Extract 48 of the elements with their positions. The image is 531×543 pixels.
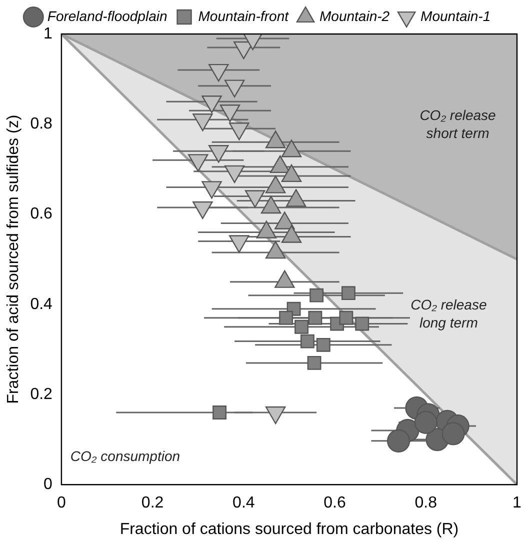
y-tick-label: 0.4 xyxy=(30,296,53,313)
annotation: CO₂ release short term xyxy=(420,107,496,142)
point xyxy=(208,64,229,82)
point xyxy=(341,286,356,300)
annotation: CO₂ consumption xyxy=(70,448,180,464)
point xyxy=(188,154,208,172)
y-axis-title: Fraction of acid sourced from sulfides (z) xyxy=(5,114,22,404)
x-tick-label: 0.2 xyxy=(141,494,164,512)
y-tick-label: 0.8 xyxy=(30,116,53,133)
point xyxy=(294,320,308,334)
annotation: CO₂ release long term xyxy=(410,296,487,330)
point xyxy=(224,165,245,184)
point xyxy=(442,422,465,446)
point xyxy=(414,410,438,434)
point xyxy=(310,288,324,302)
point xyxy=(308,310,322,325)
point xyxy=(386,429,410,452)
point xyxy=(192,201,213,220)
y-tick-label: 0 xyxy=(44,476,53,494)
legend-label: Foreland-floodplain xyxy=(47,8,168,24)
legend-label: Mountain-2 xyxy=(320,8,390,24)
point xyxy=(224,80,245,98)
point xyxy=(192,114,213,132)
x-axis-title: Fraction of cations sourced from carbonates (R) xyxy=(120,520,459,538)
point xyxy=(339,310,354,325)
point xyxy=(202,181,222,199)
legend-label: Mountain-1 xyxy=(420,8,491,24)
x-tick-label: 0.4 xyxy=(232,494,255,512)
point xyxy=(279,310,293,325)
point xyxy=(208,145,229,163)
point xyxy=(212,406,226,420)
x-tick-label: 0.8 xyxy=(414,494,438,512)
x-tick-label: 1 xyxy=(512,494,522,512)
y-tick-label: 0.6 xyxy=(30,206,53,223)
point xyxy=(220,104,240,122)
point xyxy=(228,235,250,253)
point xyxy=(228,122,250,140)
legend-label: Mountain-front xyxy=(198,8,290,24)
point xyxy=(355,316,370,331)
x-tick-label: 0 xyxy=(56,494,66,512)
point xyxy=(307,356,322,370)
y-tick-label: 1 xyxy=(44,25,53,42)
y-tick-label: 0.2 xyxy=(30,386,53,403)
point xyxy=(316,338,330,352)
point xyxy=(202,95,222,114)
point xyxy=(300,334,314,348)
x-tick-label: 0.6 xyxy=(324,494,346,512)
point xyxy=(244,190,266,208)
